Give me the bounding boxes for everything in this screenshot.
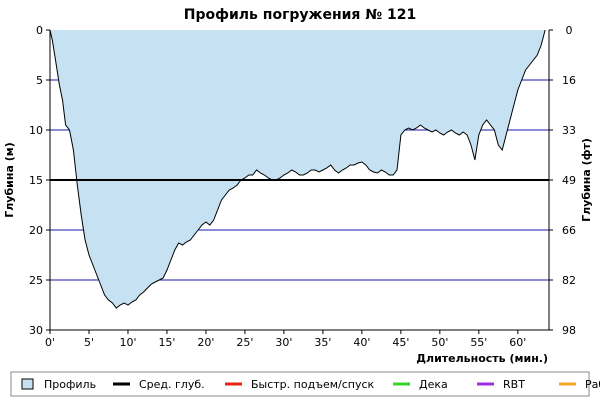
y-axis-label-right: Глубина (фт) [580,138,593,222]
y-tick-label-right: 98 [562,324,576,337]
legend-swatch-box [21,378,34,390]
y-tick-label-left: 25 [29,274,43,287]
x-tick-label: 30' [275,336,292,349]
legend-label: RBT [503,378,525,391]
y-tick-label-right: 0 [566,24,573,37]
legend-label: Сред. глуб. [139,378,205,391]
chart-title: Профиль погружения № 121 [184,7,417,23]
x-tick-label: 40' [353,336,370,349]
y-tick-label-right: 16 [562,74,576,87]
y-tick-label-right: 33 [562,124,576,137]
legend-label: Раб. [585,378,600,391]
x-tick-label: 45' [392,336,409,349]
profile-line [49,29,546,309]
y-tick-label-left: 15 [29,174,43,187]
x-tick-label: 55' [470,336,487,349]
x-tick-label: 60' [509,336,526,349]
y-axis-label-left: Глубина (м) [3,142,16,218]
y-tick-label-right: 49 [562,174,576,187]
legend: Профиль Сред. глуб. Быстр. подъем/спуск Дек… [10,371,600,397]
legend-label: Быстр. подъем/спуск [251,378,375,391]
y-tick-label-left: 0 [36,24,43,37]
x-tick-label: 25' [236,336,253,349]
y-tick-label-right: 66 [562,224,576,237]
profile-area [50,30,546,308]
y-tick-label-left: 10 [29,124,43,137]
y-tick-label-right: 82 [562,274,576,287]
x-tick-label: 10' [119,336,136,349]
legend-label: Дека [419,378,448,391]
y-tick-label-left: 30 [29,324,43,337]
x-tick-label: 20' [197,336,214,349]
x-tick-label: 5' [84,336,94,349]
y-tick-label-left: 20 [29,224,43,237]
x-tick-label: 50' [431,336,448,349]
tick-labels: 0' 5' 10' 15' 20' 25' 30' 35' 40' 45' 50' 55' 60' 0 5 1… [29,24,576,349]
x-tick-label: 15' [158,336,175,349]
legend-label: Профиль [44,378,96,391]
x-tick-label: 35' [314,336,331,349]
x-axis-label: Длительность (мин.) [416,352,548,365]
y-tick-label-left: 5 [36,74,43,87]
x-tick-label: 0' [45,336,55,349]
